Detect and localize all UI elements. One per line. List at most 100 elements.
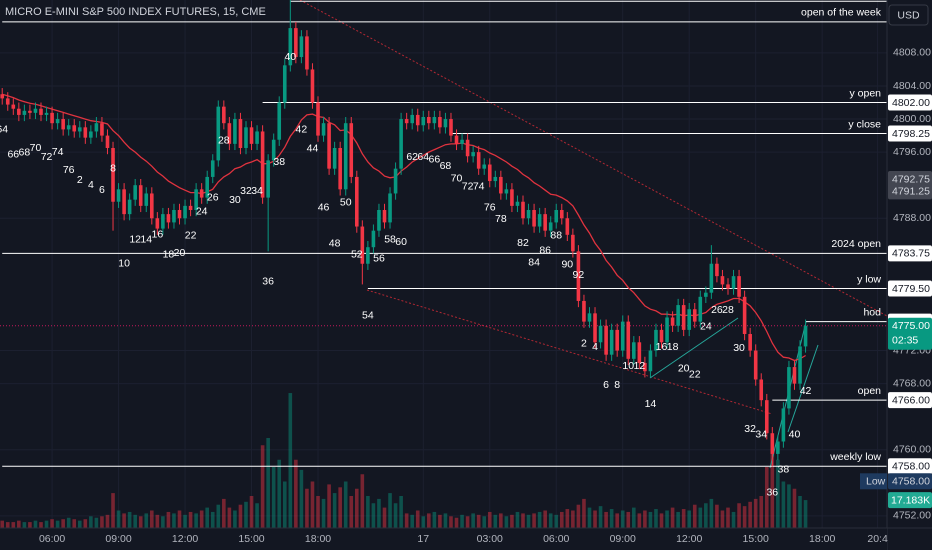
bar-count-label: 4	[88, 179, 94, 191]
volume-bar	[548, 513, 553, 528]
bar-count-label: 48	[329, 238, 341, 250]
volume-bar	[150, 510, 154, 528]
bar-count-label: 68	[19, 147, 31, 159]
volume-pane	[0, 393, 808, 528]
volume-bar	[460, 514, 464, 528]
x-tick-label: 12:00	[676, 533, 702, 545]
bar-count-label: 52	[351, 248, 363, 260]
volume-bar	[188, 511, 193, 528]
currency-button[interactable]	[888, 4, 929, 26]
volume-bar	[654, 509, 658, 528]
moving-average-line	[2, 93, 806, 362]
bar-count-label: 18	[163, 248, 175, 260]
volume-bar	[748, 501, 752, 528]
volume-bar	[687, 510, 692, 528]
candle-body	[415, 114, 420, 126]
bar-count-label: 62	[406, 151, 418, 163]
candle-body	[709, 263, 714, 293]
candle-body	[205, 176, 210, 198]
y-tick-label: 4800.00	[893, 113, 931, 125]
volume-bar	[792, 488, 797, 528]
volume-bar	[89, 516, 93, 528]
bar-count-label: 20	[678, 363, 690, 375]
candle-body	[626, 321, 631, 359]
volume-bar	[39, 522, 43, 528]
volume-bar	[382, 507, 387, 528]
volume-bar	[571, 510, 575, 528]
volume-bar	[776, 459, 780, 528]
bar-count-label: 54	[362, 310, 374, 322]
volume-bar	[609, 509, 614, 528]
volume-bar	[582, 498, 586, 528]
volume-bar	[764, 467, 769, 528]
candle-body	[643, 362, 647, 372]
candle-body	[715, 263, 719, 277]
low-name: Low	[866, 476, 886, 488]
bar-count-label: 36	[262, 276, 274, 288]
price-tag-label: 4792.75	[892, 173, 930, 185]
candle-body	[44, 112, 49, 115]
x-tick-label: 12:00	[172, 533, 198, 545]
bar-count-label: 70	[451, 172, 463, 184]
volume-bar	[620, 510, 625, 528]
volume-bar	[476, 514, 481, 528]
candle-body	[571, 234, 575, 252]
x-tick-label: 20:4	[867, 533, 888, 545]
volume-bar	[393, 503, 398, 528]
bar-count-label: 12	[129, 234, 141, 246]
bar-count-label: 38	[778, 463, 790, 475]
volume-bar	[177, 510, 182, 528]
volume-bar	[260, 445, 265, 528]
volume-bar	[244, 501, 248, 528]
volume-bar	[310, 481, 315, 528]
bar-count-labels: 6466687072747624681012141618202224262830…	[0, 51, 812, 499]
candle-body	[465, 139, 470, 157]
bar-count-label: 38	[273, 156, 285, 168]
currency-label[interactable]: USD	[897, 9, 920, 21]
volume-tag	[888, 492, 932, 509]
candle-body	[654, 329, 658, 351]
volume-bar	[210, 511, 215, 528]
volume-bar	[726, 507, 730, 528]
volume-bar	[100, 516, 104, 528]
candle-body	[11, 104, 16, 109]
candle-body	[776, 441, 780, 454]
level-label: y open	[849, 87, 881, 99]
bar-count-label: 10	[118, 258, 130, 270]
candle-body	[559, 210, 564, 219]
candle-body	[737, 276, 741, 297]
candle-body	[393, 168, 398, 194]
candle-body	[305, 36, 309, 70]
candle-body	[277, 102, 282, 140]
volume-bar	[194, 513, 198, 528]
level-label: open of the week	[801, 7, 882, 19]
volume-bar	[787, 484, 791, 528]
candle-body	[194, 189, 198, 210]
volume-bar	[731, 511, 736, 528]
y-tick-label: 4768.00	[893, 377, 931, 389]
volume-bar	[0, 520, 5, 528]
level-label: hod	[863, 306, 881, 318]
candle-body	[94, 123, 99, 132]
candle-body	[310, 69, 315, 103]
candle-body	[39, 108, 43, 115]
candle-body	[637, 342, 642, 363]
candle-body	[89, 131, 93, 138]
candle-body	[222, 106, 226, 124]
candle-body	[759, 379, 764, 401]
candle-body	[366, 247, 370, 264]
volume-bar	[133, 514, 137, 528]
volume-bar	[438, 514, 442, 528]
volume-bar	[410, 514, 414, 528]
grid	[0, 0, 887, 528]
volume-bar	[11, 522, 16, 528]
y-tick-label: 4808.00	[893, 47, 931, 59]
volume-bar	[720, 510, 725, 528]
volume-bar	[377, 498, 381, 528]
bar-count-label: 66	[429, 153, 441, 165]
volume-bar	[487, 511, 492, 528]
candle-body	[720, 276, 725, 285]
